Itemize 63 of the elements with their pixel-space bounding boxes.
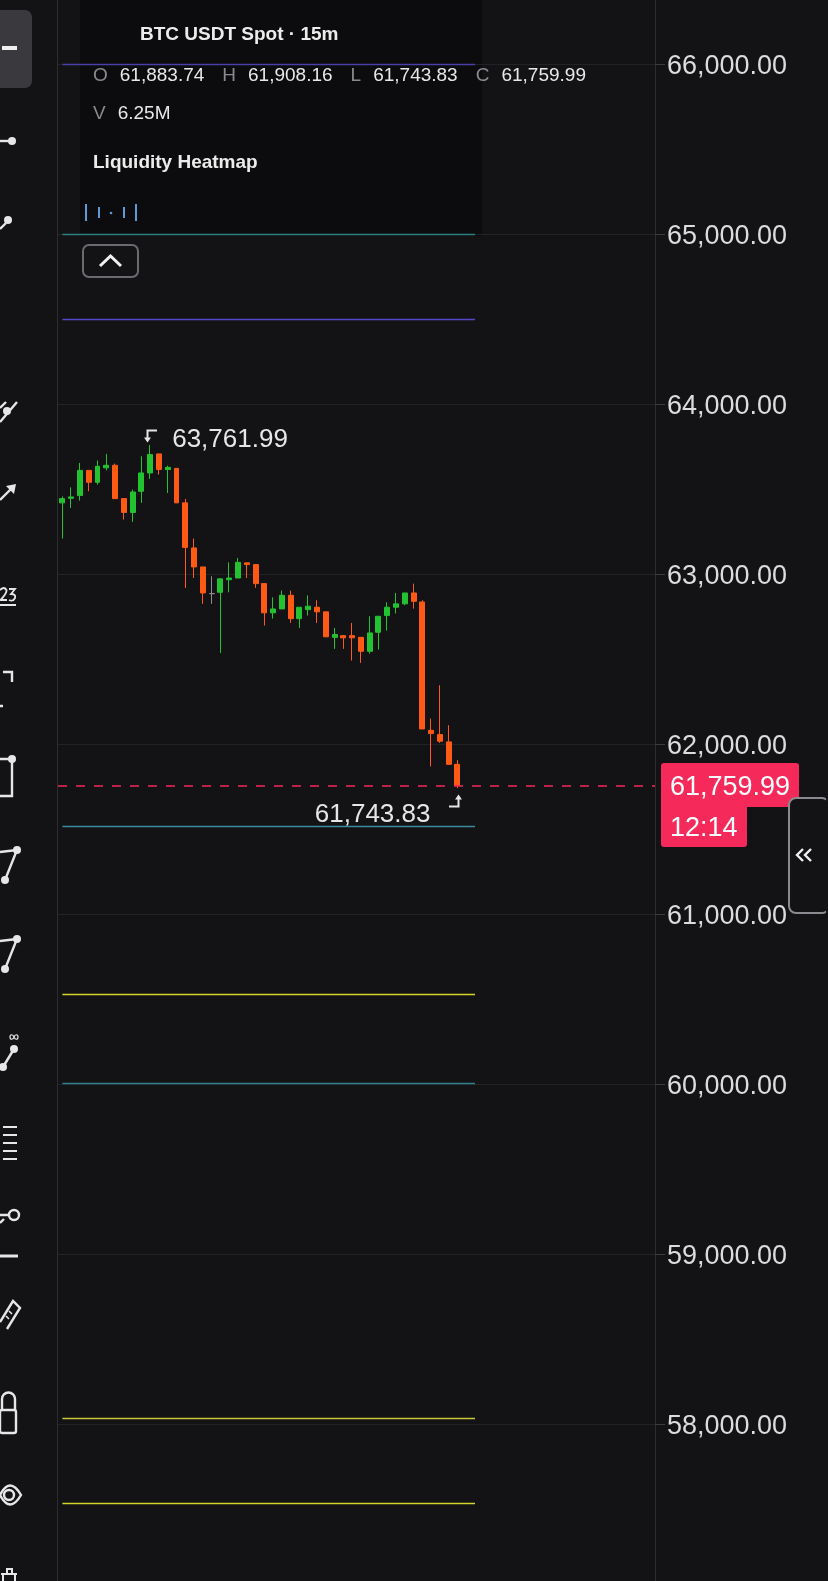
candlestick: [95, 460, 100, 486]
candlestick: [349, 622, 355, 662]
candlestick: [446, 724, 452, 766]
candlestick: [296, 606, 302, 629]
candlestick: [112, 463, 118, 500]
candlestick: [305, 594, 311, 617]
y-tick-label: 63,000.00: [667, 559, 788, 590]
candlestick: [314, 599, 320, 624]
candlestick: [323, 611, 329, 638]
candlestick: [261, 583, 267, 627]
annotation: 63,761.99: [172, 423, 288, 454]
text: O 61,883.74 H 61,908.16 L 61,743.83 C 61,759.99: [93, 64, 586, 85]
annotation: 61,743.83: [314, 798, 431, 829]
candlestick: [437, 684, 443, 744]
candlestick: [138, 455, 144, 504]
candlestick: [340, 635, 346, 650]
text: BTC USDT Spot · 15m: [140, 23, 339, 45]
candlestick: [130, 489, 136, 523]
candlestick: [375, 615, 381, 651]
candlestick: [384, 601, 390, 632]
candlestick: [174, 467, 179, 504]
y-tick-label: 62,000.00: [667, 729, 788, 760]
text: 12:14: [661, 807, 747, 848]
candlestick: [288, 590, 294, 624]
candlestick: [209, 575, 215, 605]
candlestick: [86, 469, 92, 492]
y-tick-label: 65,000.00: [667, 219, 788, 250]
candlestick: [279, 590, 285, 610]
candlestick: [226, 561, 232, 593]
y-tick-label: 60,000.00: [667, 1069, 788, 1100]
y-tick-label: 64,000.00: [667, 389, 788, 420]
candlestick: [103, 453, 109, 471]
candlestick: [244, 562, 250, 579]
candlestick: [393, 592, 399, 615]
candlestick: [270, 596, 276, 620]
candlestick: [402, 592, 408, 606]
y-tick-label: 61,000.00: [667, 899, 788, 930]
candlestick: [428, 718, 434, 767]
candlestick: [332, 627, 338, 650]
candlestick: [59, 495, 65, 540]
candlestick: [454, 759, 460, 789]
candlestick: [147, 444, 153, 480]
candlestick: [182, 498, 188, 589]
candlestick: [411, 583, 417, 610]
candlestick: [68, 486, 74, 509]
candlestick: [200, 566, 206, 605]
y-tick-label: 58,000.00: [667, 1409, 788, 1440]
candlestick: [156, 453, 162, 476]
candlestick: [217, 578, 223, 654]
candlestick: [358, 636, 364, 664]
annotation: Liquidity Heatmap: [93, 151, 258, 173]
annotation: V 6.25M: [93, 102, 171, 123]
candlestick: [121, 498, 127, 521]
y-tick-label: 66,000.00: [667, 49, 788, 80]
candlestick: [235, 557, 241, 579]
candlestick: [253, 564, 259, 589]
y-tick-label: 59,000.00: [667, 1239, 788, 1270]
candlestick: [367, 615, 373, 655]
candlestick: [419, 599, 425, 730]
candlestick: [191, 538, 197, 579]
ref-line-label: 61,759.99: [661, 763, 800, 808]
candlestick: [165, 465, 171, 494]
candlestick: [77, 462, 83, 502]
